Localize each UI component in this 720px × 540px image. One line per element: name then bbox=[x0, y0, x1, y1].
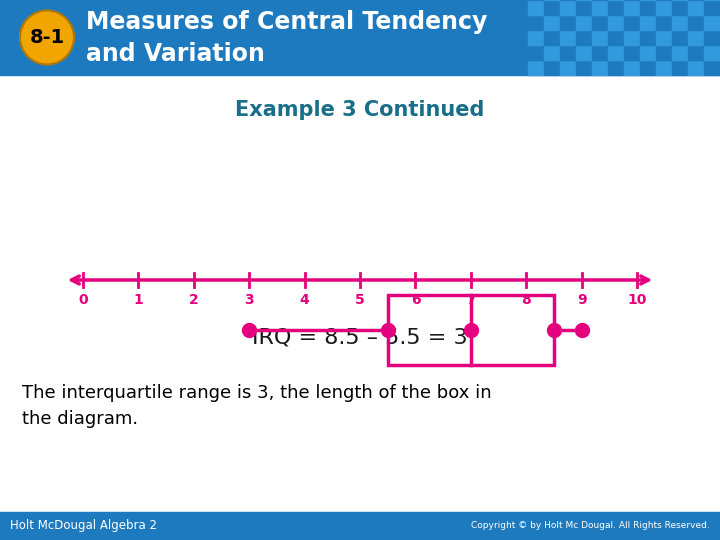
Bar bbox=[640, 61, 655, 75]
Text: the diagram.: the diagram. bbox=[22, 410, 138, 428]
Bar bbox=[560, 61, 575, 75]
Text: IRQ = 8.5 – 5.5 = 3: IRQ = 8.5 – 5.5 = 3 bbox=[252, 328, 468, 348]
Bar bbox=[640, 46, 655, 60]
Bar bbox=[656, 1, 671, 15]
Bar bbox=[608, 31, 623, 45]
Bar bbox=[608, 16, 623, 30]
Bar bbox=[560, 1, 575, 15]
Text: 3: 3 bbox=[244, 293, 254, 307]
Bar bbox=[576, 16, 591, 30]
Bar bbox=[544, 46, 559, 60]
Bar bbox=[528, 16, 543, 30]
Circle shape bbox=[20, 10, 74, 64]
Bar bbox=[640, 31, 655, 45]
Bar bbox=[576, 46, 591, 60]
Bar bbox=[544, 1, 559, 15]
Bar bbox=[672, 16, 687, 30]
Text: 4: 4 bbox=[300, 293, 310, 307]
Bar bbox=[560, 31, 575, 45]
Bar bbox=[688, 46, 703, 60]
Bar bbox=[672, 31, 687, 45]
Text: 0: 0 bbox=[78, 293, 88, 307]
Text: The interquartile range is 3, the length of the box in: The interquartile range is 3, the length… bbox=[22, 384, 492, 402]
Bar bbox=[672, 61, 687, 75]
Bar bbox=[704, 46, 719, 60]
Bar bbox=[388, 295, 554, 365]
Bar bbox=[560, 46, 575, 60]
Text: 6: 6 bbox=[410, 293, 420, 307]
Text: 8: 8 bbox=[521, 293, 531, 307]
Bar bbox=[576, 31, 591, 45]
Bar bbox=[688, 16, 703, 30]
Text: Copyright © by Holt Mc Dougal. All Rights Reserved.: Copyright © by Holt Mc Dougal. All Right… bbox=[472, 522, 710, 530]
Bar bbox=[560, 16, 575, 30]
Bar bbox=[624, 31, 639, 45]
Text: 2: 2 bbox=[189, 293, 199, 307]
Bar bbox=[608, 46, 623, 60]
Bar bbox=[672, 1, 687, 15]
Bar bbox=[528, 31, 543, 45]
Text: 8-1: 8-1 bbox=[30, 28, 65, 47]
Bar bbox=[576, 1, 591, 15]
Text: 10: 10 bbox=[628, 293, 647, 307]
Bar bbox=[528, 46, 543, 60]
Point bbox=[243, 326, 255, 334]
Point bbox=[576, 326, 588, 334]
Bar bbox=[544, 31, 559, 45]
Text: 9: 9 bbox=[577, 293, 587, 307]
Bar bbox=[624, 61, 639, 75]
Point bbox=[549, 326, 560, 334]
Point bbox=[465, 326, 477, 334]
Bar bbox=[528, 1, 543, 15]
Bar bbox=[624, 46, 639, 60]
Bar bbox=[624, 16, 639, 30]
Text: 7: 7 bbox=[466, 293, 476, 307]
Bar bbox=[592, 61, 607, 75]
Bar bbox=[656, 16, 671, 30]
Bar bbox=[544, 61, 559, 75]
Bar bbox=[592, 16, 607, 30]
Bar bbox=[0, 512, 720, 540]
Bar bbox=[576, 61, 591, 75]
Text: 5: 5 bbox=[355, 293, 365, 307]
Text: and Variation: and Variation bbox=[86, 42, 265, 66]
Bar bbox=[688, 61, 703, 75]
Text: Example 3 Continued: Example 3 Continued bbox=[235, 100, 485, 120]
Bar bbox=[608, 1, 623, 15]
Bar bbox=[688, 31, 703, 45]
Bar bbox=[592, 31, 607, 45]
Bar bbox=[624, 1, 639, 15]
Point bbox=[382, 326, 394, 334]
Text: Measures of Central Tendency: Measures of Central Tendency bbox=[86, 10, 487, 35]
Bar bbox=[656, 31, 671, 45]
Bar bbox=[528, 61, 543, 75]
Bar bbox=[592, 1, 607, 15]
Bar bbox=[0, 0, 720, 75]
Bar bbox=[640, 1, 655, 15]
Bar bbox=[640, 16, 655, 30]
Bar bbox=[592, 46, 607, 60]
Bar bbox=[656, 46, 671, 60]
Bar bbox=[672, 46, 687, 60]
Bar bbox=[544, 16, 559, 30]
Text: 1: 1 bbox=[133, 293, 143, 307]
Bar bbox=[704, 61, 719, 75]
Text: Holt McDougal Algebra 2: Holt McDougal Algebra 2 bbox=[10, 519, 157, 532]
Bar bbox=[608, 61, 623, 75]
Bar bbox=[704, 31, 719, 45]
Bar bbox=[656, 61, 671, 75]
Bar bbox=[704, 16, 719, 30]
Bar bbox=[688, 1, 703, 15]
Bar bbox=[704, 1, 719, 15]
